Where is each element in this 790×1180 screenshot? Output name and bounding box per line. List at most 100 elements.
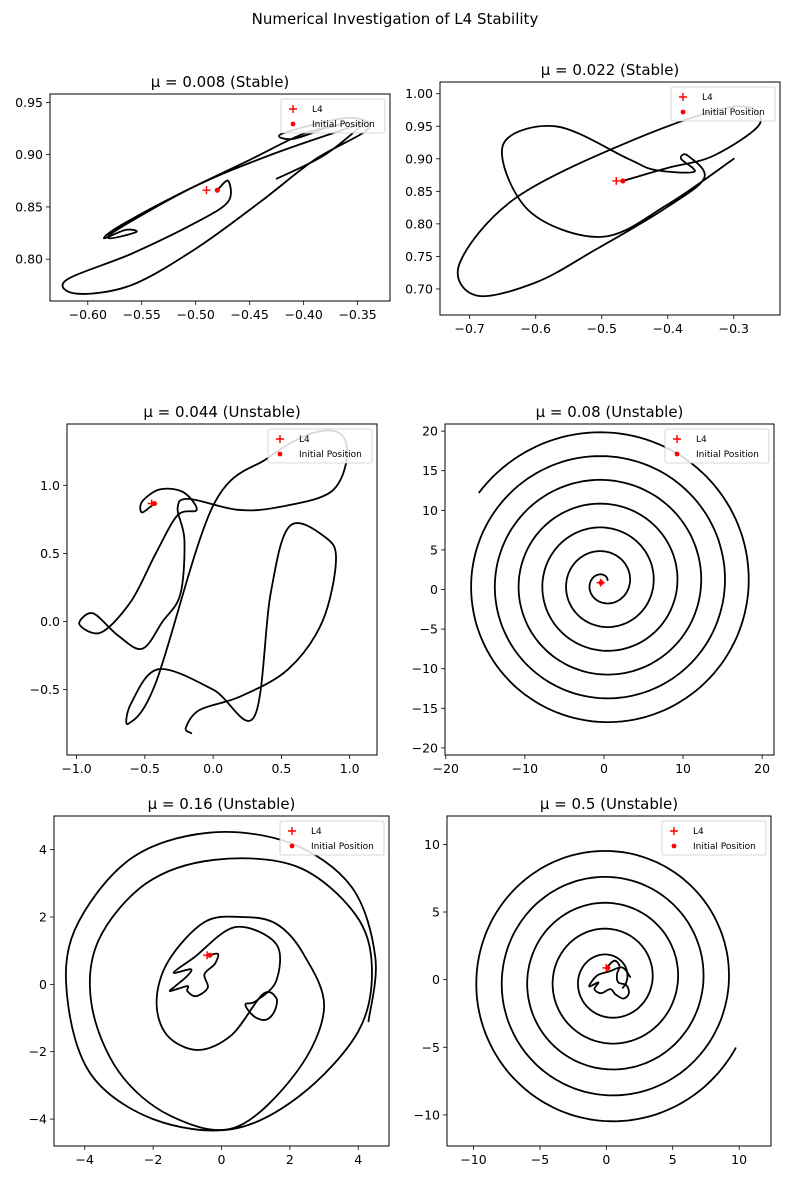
y-tick-label: 5 [432, 905, 440, 920]
legend-initial-label: Initial Position [696, 450, 759, 460]
x-tick-label: −0.7 [455, 321, 485, 336]
y-tick-label: 5 [430, 542, 438, 557]
trajectory-group [78, 429, 349, 735]
legend-initial-marker [671, 843, 677, 849]
x-tick-label: −0.35 [338, 307, 376, 322]
y-tick-label: −10 [414, 1107, 440, 1122]
l4-point [202, 186, 211, 195]
x-tick-label: 5 [669, 1152, 677, 1167]
x-tick-label: 4 [354, 1152, 362, 1167]
y-tick-label: 20 [422, 424, 438, 439]
y-tick-label: 10 [424, 837, 440, 852]
x-tick-label: −0.3 [719, 321, 749, 336]
y-tick-label: 0.95 [15, 95, 43, 110]
legend-l4-marker [288, 827, 296, 835]
x-tick-label: 0 [218, 1152, 226, 1167]
legend-frame [661, 820, 767, 856]
legend: L4 Initial Position [670, 86, 776, 122]
y-tick-label: 0.80 [405, 216, 433, 231]
y-tick-label: 0 [430, 582, 438, 597]
y-tick-label: −4 [29, 1112, 47, 1127]
trajectory-group [475, 850, 737, 1123]
legend-l4-marker [670, 827, 678, 835]
x-tick-label: −20 [433, 761, 459, 776]
initial-position-point [605, 965, 611, 971]
y-tick-label: 0.85 [405, 184, 433, 199]
initial-position-point [214, 187, 220, 193]
legend-initial-marker [277, 451, 283, 457]
subplot-title: μ = 0.008 (Stable) [151, 73, 290, 91]
legend: L4 Initial Position [267, 428, 373, 464]
subplot-1: μ = 0.008 (Stable) −0.60 −0.55 −0.50 −0.45 −0… [15, 73, 391, 322]
subplot-4: μ = 0.08 (Unstable) −20 −10 0 10 20 −20 −15 −10 −… [412, 403, 775, 776]
x-tick-label: −10 [512, 761, 538, 776]
y-tick-label: −2 [29, 1044, 47, 1059]
x-tick-label: 10 [675, 761, 691, 776]
x-tick-label: 0.5 [271, 761, 291, 776]
y-tick-label: 4 [39, 842, 47, 857]
x-tick-label: 0.0 [203, 761, 223, 776]
y-tick-label: −5 [420, 622, 438, 637]
x-tick-label: 0 [600, 761, 608, 776]
x-tick-label: 0 [602, 1152, 610, 1167]
subplot-5: μ = 0.16 (Unstable) −4 −2 0 2 4 −4 −2 0 2 4 L4 Initi… [29, 795, 390, 1167]
x-tick-label: 10 [731, 1152, 747, 1167]
subplot-title: μ = 0.16 (Unstable) [148, 795, 296, 813]
subplot-2: μ = 0.022 (Stable) −0.7 −0.6 −0.5 −0.4 −0.3 0.… [405, 61, 781, 336]
trajectory-inner [588, 959, 632, 1000]
legend-l4-label: L4 [311, 827, 322, 837]
x-tick-label: −1.0 [61, 761, 91, 776]
x-tick-label: −0.50 [177, 307, 215, 322]
y-tick-label: 0.70 [405, 281, 433, 296]
x-tick-label: −10 [460, 1152, 486, 1167]
y-tick-label: 0 [39, 977, 47, 992]
y-tick-label: 0.85 [15, 199, 43, 214]
x-tick-label: −0.5 [587, 321, 617, 336]
y-tick-label: 0.75 [405, 249, 433, 264]
y-tick-label: 0.80 [15, 252, 43, 267]
initial-position-point [598, 580, 604, 586]
y-tick-label: −0.5 [30, 682, 60, 697]
l4-point [612, 176, 621, 185]
legend-l4-marker [673, 435, 681, 443]
x-tick-label: −0.6 [521, 321, 551, 336]
trajectory-group [470, 431, 750, 723]
legend-l4-label: L4 [696, 435, 707, 445]
x-tick-label: −0.60 [69, 307, 107, 322]
axes-frame [446, 815, 772, 1147]
legend: L4 Initial Position [279, 820, 385, 856]
y-tick-label: 1.0 [40, 478, 60, 493]
trajectory-spiral [470, 431, 750, 723]
x-tick-label: −0.5 [130, 761, 160, 776]
legend-l4-label: L4 [702, 93, 713, 103]
subplot-3: μ = 0.044 (Unstable) −1.0 −0.5 0.0 0.5 1.0 −0.… [30, 403, 378, 776]
legend-l4-marker [679, 93, 687, 101]
axes-frame [49, 93, 391, 302]
legend-l4-label: L4 [299, 435, 310, 445]
y-tick-label: −10 [412, 661, 438, 676]
x-tick-label: 1.0 [340, 761, 360, 776]
legend-frame [664, 428, 770, 464]
x-tick-label: −2 [144, 1152, 162, 1167]
axes-frame [66, 423, 378, 756]
legend: L4 Initial Position [280, 98, 386, 134]
legend-frame [670, 86, 776, 122]
legend-initial-label: Initial Position [312, 120, 375, 130]
legend-l4-label: L4 [693, 827, 704, 837]
subplot-title: μ = 0.022 (Stable) [541, 61, 680, 79]
subplot-6: μ = 0.5 (Unstable) −10 −5 0 5 10 −10 −5 0 5 10 L4 In… [414, 795, 772, 1167]
y-tick-label: −5 [422, 1040, 440, 1055]
legend-initial-marker [680, 109, 686, 115]
legend-initial-label: Initial Position [311, 842, 374, 852]
subplot-title: μ = 0.08 (Unstable) [536, 403, 684, 421]
y-tick-label: 0 [432, 972, 440, 987]
legend-frame [280, 98, 386, 134]
legend-initial-marker [674, 451, 680, 457]
y-tick-label: 2 [39, 910, 47, 925]
trajectory-spiral [475, 850, 737, 1123]
initial-position-point [620, 178, 626, 184]
y-tick-label: 0.0 [40, 614, 60, 629]
y-tick-label: −15 [412, 701, 438, 716]
y-tick-label: −20 [412, 740, 438, 755]
y-tick-label: 10 [422, 503, 438, 518]
